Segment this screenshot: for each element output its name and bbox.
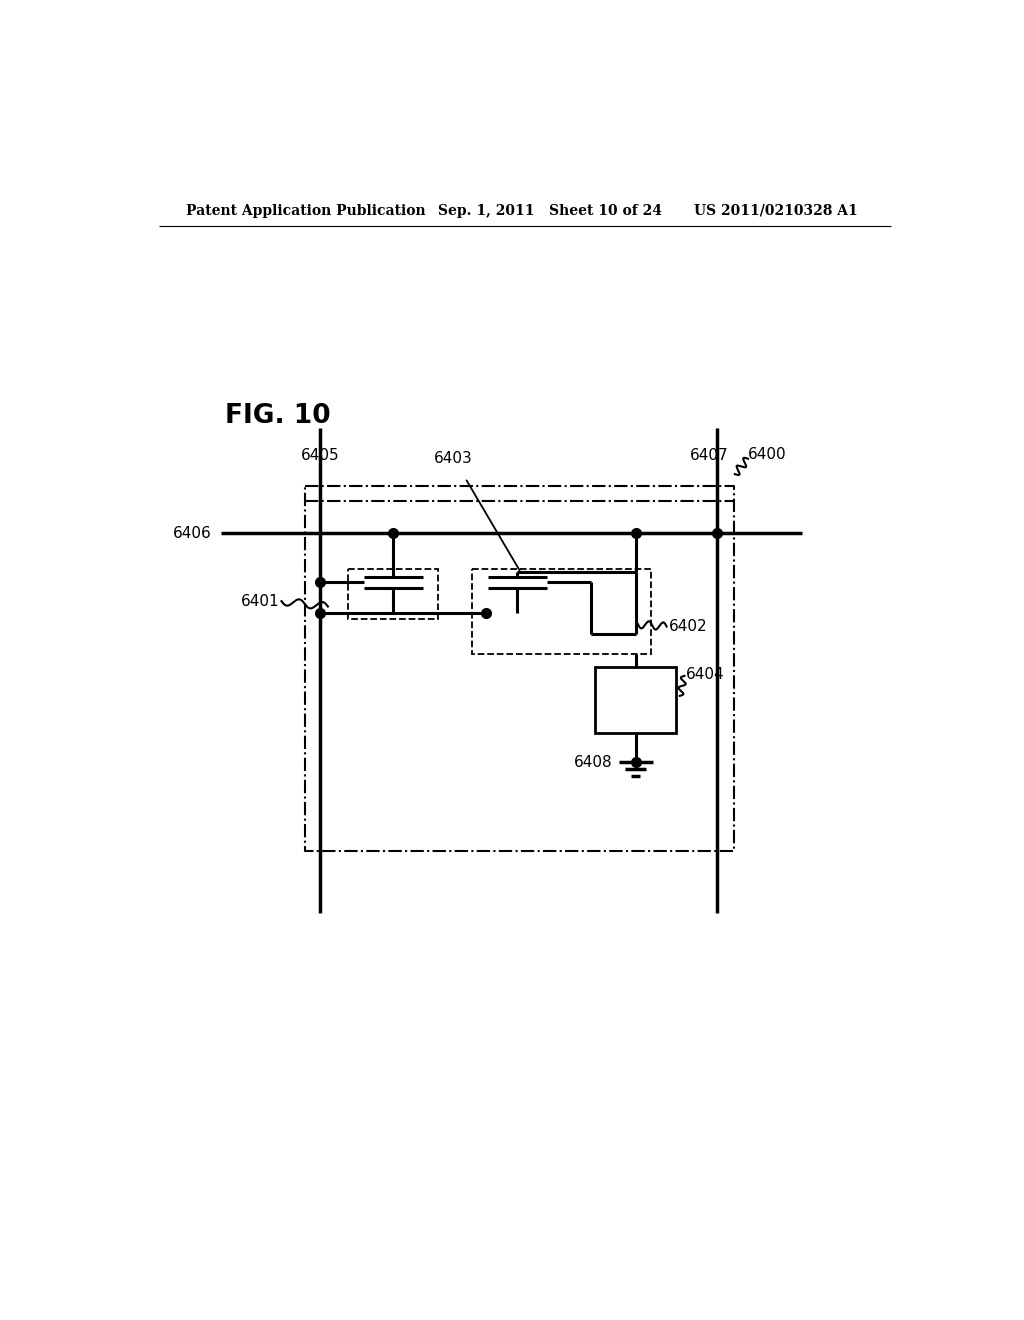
Text: 6400: 6400 [748, 447, 786, 462]
Text: 6401: 6401 [241, 594, 280, 609]
Text: 6406: 6406 [173, 525, 212, 541]
Text: FIG. 10: FIG. 10 [225, 404, 331, 429]
Text: 6404: 6404 [686, 667, 725, 682]
Text: 6403: 6403 [434, 451, 473, 466]
Text: 6402: 6402 [669, 619, 708, 634]
Bar [595, 668, 676, 733]
Bar [348, 569, 438, 619]
Text: Sep. 1, 2011   Sheet 10 of 24: Sep. 1, 2011 Sheet 10 of 24 [438, 203, 662, 218]
Text: 6408: 6408 [573, 755, 612, 770]
Bar [472, 569, 651, 653]
Text: Patent Application Publication: Patent Application Publication [186, 203, 426, 218]
Text: 6405: 6405 [301, 447, 340, 462]
Text: US 2011/0210328 A1: US 2011/0210328 A1 [693, 203, 857, 218]
Text: 6407: 6407 [690, 447, 728, 462]
